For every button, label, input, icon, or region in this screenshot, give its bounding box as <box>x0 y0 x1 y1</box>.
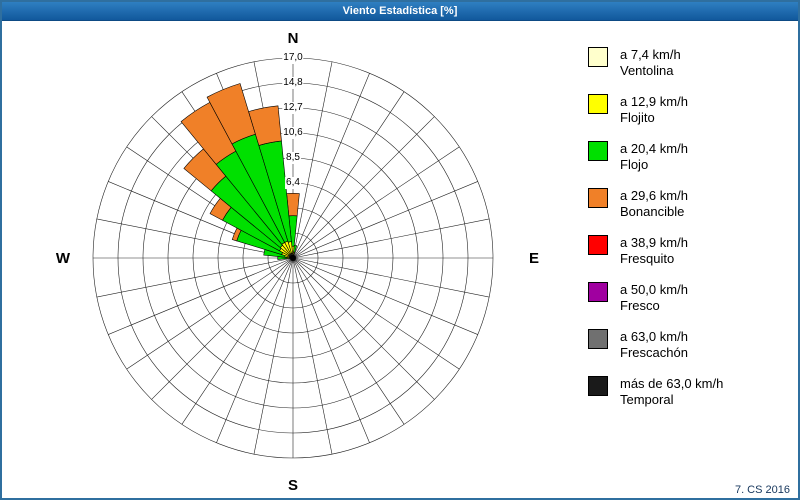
grid-spoke <box>181 257 294 425</box>
legend-entry-temporal: más de 63,0 km/h Temporal <box>588 376 723 408</box>
legend-name-text: Fresquito <box>620 251 675 266</box>
compass-label-south: S <box>287 477 298 494</box>
legend-speed-text: a 29,6 km/h <box>620 188 688 203</box>
grid-spoke <box>292 257 370 443</box>
legend-swatch-temporal <box>588 376 608 396</box>
grid-spoke <box>292 257 460 370</box>
grid-spoke <box>292 181 478 259</box>
ring-value-label: 6,4 <box>285 177 301 189</box>
legend-speed-text: a 38,9 km/h <box>620 235 688 250</box>
windrose-svg <box>92 57 494 459</box>
ring-value-label: 10,6 <box>282 127 304 139</box>
window-titlebar: Viento Estadística [%] <box>2 2 798 21</box>
legend-swatch-flojito <box>588 94 608 114</box>
legend-entry-ventolina: a 7,4 km/h Ventolina <box>588 47 723 79</box>
legend-swatch-flojo <box>588 141 608 161</box>
legend-speed-text: a 50,0 km/h <box>620 282 688 297</box>
legend-swatch-ventolina <box>588 47 608 67</box>
legend-label: a 38,9 km/h Fresquito <box>620 235 688 267</box>
legend-speed-text: más de 63,0 km/h <box>620 376 724 391</box>
legend-swatch-fresquito <box>588 235 608 255</box>
legend-speed-text: a 12,9 km/h <box>620 94 688 109</box>
grid-spoke <box>292 218 490 259</box>
legend-label: a 50,0 km/h Fresco <box>620 282 688 314</box>
grid-spoke <box>96 218 294 259</box>
legend-entry-fresco: a 50,0 km/h Fresco <box>588 282 723 314</box>
legend-name-text: Flojito <box>620 110 655 125</box>
legend-speed-text: a 20,4 km/h <box>620 141 688 156</box>
grid-spoke <box>292 146 460 259</box>
compass-label-north: N <box>287 30 299 47</box>
grid-spoke <box>292 116 435 259</box>
ring-value-label: 17,0 <box>282 52 304 64</box>
legend-speed-text: a 63,0 km/h <box>620 329 688 344</box>
legend-label: a 7,4 km/h Ventolina <box>620 47 681 79</box>
legend-name-text: Ventolina <box>620 63 674 78</box>
grid-spoke <box>292 257 435 400</box>
grid-spoke <box>292 61 333 259</box>
windrose-chart: N S W E 6,4 8,5 10,6 12,7 14,8 17,0 <box>2 21 562 498</box>
legend-entry-flojo: a 20,4 km/h Flojo <box>588 141 723 173</box>
legend-name-text: Bonancible <box>620 204 685 219</box>
grid-spoke <box>292 73 370 259</box>
legend-label: más de 63,0 km/h Temporal <box>620 376 723 408</box>
grid-spoke <box>292 91 405 259</box>
petal-segment-bonancible <box>248 105 282 146</box>
legend-name-text: Frescachón <box>620 345 688 360</box>
copyright-note: 7. CS 2016 <box>734 484 790 496</box>
legend-label: a 29,6 km/h Bonancible <box>620 188 688 220</box>
legend-label: a 12,9 km/h Flojito <box>620 94 688 126</box>
petal-segment-bonancible <box>286 192 300 217</box>
grid-spoke <box>151 257 294 400</box>
grid-spoke <box>253 257 294 455</box>
grid-spoke <box>292 257 478 335</box>
legend-name-text: Temporal <box>620 392 674 407</box>
compass-label-east: E <box>528 250 539 267</box>
ring-value-label: 8,5 <box>285 152 301 164</box>
grid-spoke <box>96 257 294 298</box>
legend-entry-frescachón: a 63,0 km/h Frescachón <box>588 329 723 361</box>
legend-name-text: Flojo <box>620 157 649 172</box>
legend-entry-bonancible: a 29,6 km/h Bonancible <box>588 188 723 220</box>
ring-value-label: 12,7 <box>282 102 304 114</box>
legend-entry-flojito: a 12,9 km/h Flojito <box>588 94 723 126</box>
legend-swatch-fresco <box>588 282 608 302</box>
petal-segment-bonancible <box>206 83 256 145</box>
legend-speed-text: a 7,4 km/h <box>620 47 681 62</box>
grid-spoke <box>292 257 490 298</box>
rose-center-dot <box>290 255 296 261</box>
legend-swatch-frescachón <box>588 329 608 349</box>
legend: a 7,4 km/h Ventolina a 12,9 km/h Flojito a 2… <box>588 47 723 408</box>
grid-spoke <box>292 257 333 455</box>
grid-spoke <box>126 257 294 370</box>
legend-entry-fresquito: a 38,9 km/h Fresquito <box>588 235 723 267</box>
grid-spoke <box>292 257 405 425</box>
chart-panel: N S W E 6,4 8,5 10,6 12,7 14,8 17,0 a 7,4 km/… <box>2 21 798 498</box>
petal-segment-flojo <box>293 244 298 253</box>
legend-swatch-bonancible <box>588 188 608 208</box>
grid-spoke <box>108 257 294 335</box>
legend-label: a 20,4 km/h Flojo <box>620 141 688 173</box>
legend-label: a 63,0 km/h Frescachón <box>620 329 688 361</box>
legend-name-text: Fresco <box>620 298 660 313</box>
window-title: Viento Estadística [%] <box>342 5 458 17</box>
grid-spoke <box>216 257 294 443</box>
compass-label-west: W <box>55 250 71 267</box>
ring-value-label: 14,8 <box>282 77 304 89</box>
